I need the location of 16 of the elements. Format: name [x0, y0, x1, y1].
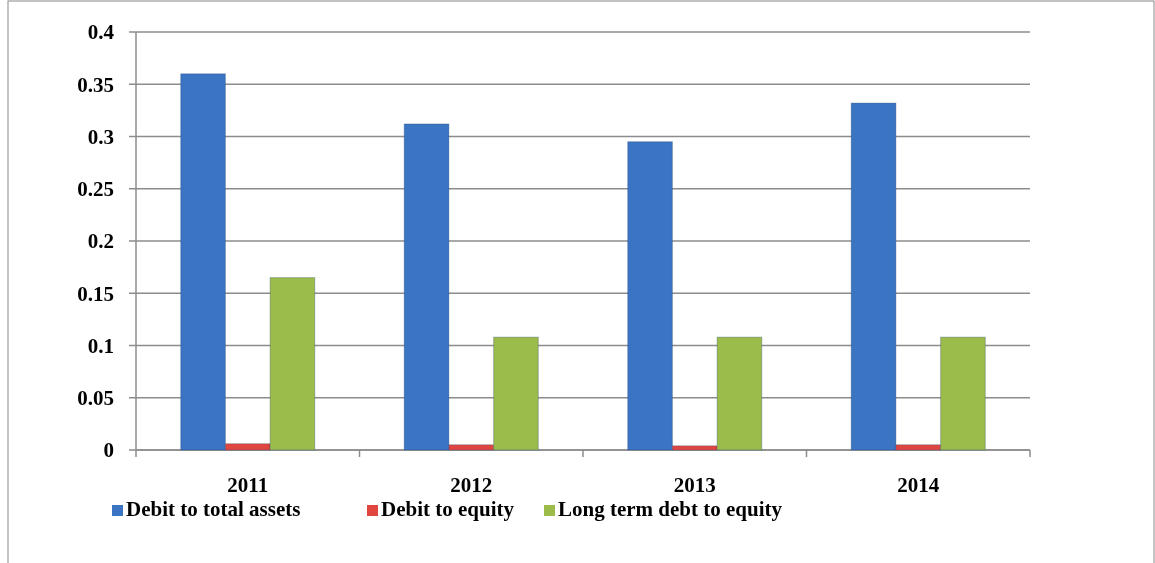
- y-tick-label: 0: [103, 438, 114, 463]
- y-tick-label: 0.15: [77, 281, 114, 306]
- y-tick-label: 0.1: [87, 333, 114, 358]
- y-tick-label: 0.4: [87, 20, 115, 45]
- y-tick-label: 0.05: [77, 386, 114, 411]
- legend-label: Long term debt to equity: [558, 497, 783, 521]
- x-tick-label: 2013: [673, 473, 716, 497]
- y-tick-label: 0.35: [77, 72, 114, 97]
- y-tick-label: 0.3: [87, 124, 114, 149]
- x-tick-label: 2011: [227, 473, 269, 497]
- x-tick-label: 2014: [897, 473, 940, 497]
- y-tick-label: 0.2: [87, 229, 114, 254]
- legend-label: Debit to total assets: [126, 497, 301, 521]
- x-tick-label: 2012: [450, 473, 493, 497]
- y-tick-label: 0.25: [77, 177, 114, 202]
- legend-label: Debit to equity: [381, 497, 515, 521]
